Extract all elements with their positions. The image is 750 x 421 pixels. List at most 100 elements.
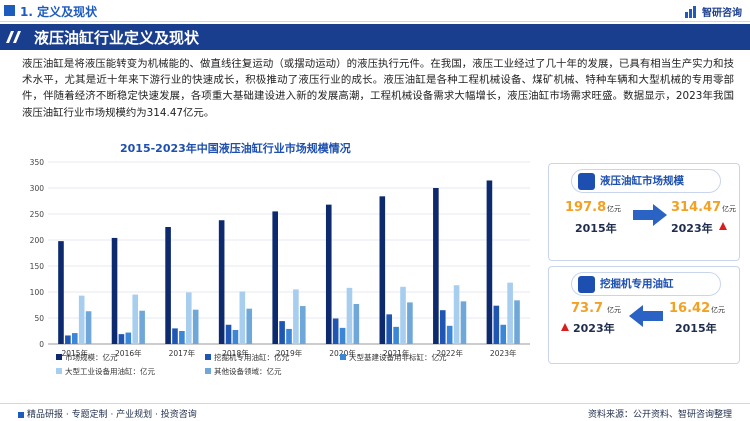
bar xyxy=(246,308,253,344)
legend-label: 市场规模：亿元 xyxy=(65,352,118,362)
y-tick-label: 150 xyxy=(30,262,45,271)
bar-chart-icon xyxy=(578,276,595,293)
to-value: 314.47 xyxy=(671,200,722,215)
x-tick-label: 2021年 xyxy=(383,348,410,358)
x-tick-label: 2015年 xyxy=(61,348,88,358)
arrow-right-icon xyxy=(633,204,667,226)
bar xyxy=(125,332,132,344)
bar xyxy=(272,211,278,344)
legend-swatch xyxy=(56,368,62,374)
to-year: 2015年 xyxy=(675,322,717,335)
intro-paragraph: 液压油缸是将液压能转变为机械能的、做直线往复运动（或摆动运动）的液压执行元件。在… xyxy=(22,58,734,119)
from-unit: 亿元 xyxy=(607,306,621,314)
bar xyxy=(339,327,346,344)
bar xyxy=(239,291,246,344)
section-title: 1. 定义及现状 xyxy=(20,5,98,19)
bar xyxy=(165,227,171,344)
from-unit: 亿元 xyxy=(607,205,621,213)
bar xyxy=(460,301,467,344)
up-arrow-icon xyxy=(561,323,569,331)
bar xyxy=(232,329,239,344)
bar xyxy=(85,311,92,344)
bar xyxy=(514,300,520,344)
legend-label: 挖掘机专用油缸：亿元 xyxy=(214,352,289,362)
bar xyxy=(332,318,339,344)
x-tick-label: 2018年 xyxy=(222,348,249,358)
bar xyxy=(486,180,493,344)
brand-icon xyxy=(685,5,696,18)
bar xyxy=(379,196,386,344)
bar xyxy=(325,204,332,344)
bar xyxy=(346,287,353,344)
bar xyxy=(393,326,399,344)
market-size-card-title: 液压油缸市场规模 xyxy=(571,169,721,193)
to-unit: 亿元 xyxy=(722,205,736,213)
bar xyxy=(507,282,513,344)
chart-icon xyxy=(578,173,595,190)
bar xyxy=(118,334,125,344)
bar xyxy=(172,328,178,344)
bar xyxy=(446,325,453,344)
to-unit: 亿元 xyxy=(711,306,725,314)
x-tick-label: 2019年 xyxy=(276,348,303,358)
y-tick-label: 0 xyxy=(39,340,44,349)
top-divider xyxy=(0,21,750,22)
bar xyxy=(353,303,360,344)
legend-swatch xyxy=(56,354,62,360)
bar xyxy=(218,220,225,344)
bar xyxy=(500,324,507,344)
legend-swatch xyxy=(205,368,211,374)
excavator-cylinder-card: 挖掘机专用油缸 73.7 亿元 2023年 16.42 亿元 2015年 xyxy=(548,266,740,364)
bar xyxy=(71,333,78,344)
x-tick-label: 2017年 xyxy=(169,348,196,358)
bar xyxy=(111,237,118,344)
y-tick-label: 250 xyxy=(30,210,45,219)
bar xyxy=(185,292,192,344)
y-tick-label: 200 xyxy=(30,236,45,245)
bar xyxy=(279,321,285,344)
banner-title: 液压油缸行业定义及现状 xyxy=(34,29,200,47)
market-size-card: 液压油缸市场规模 197.8 亿元 2015年 314.47 亿元 2023年 xyxy=(548,163,740,261)
bar xyxy=(300,306,306,344)
bar xyxy=(293,289,299,344)
y-tick-label: 300 xyxy=(30,184,45,193)
up-arrow-icon xyxy=(719,222,727,230)
y-tick-label: 50 xyxy=(34,314,44,323)
to-value: 16.42 xyxy=(669,301,711,316)
source-note: 资料来源：公开资料、智研咨询整理 xyxy=(587,410,732,420)
excavator-card-title: 挖掘机专用油缸 xyxy=(571,272,721,296)
legend-swatch xyxy=(340,354,346,360)
bar xyxy=(493,305,500,344)
bar xyxy=(65,335,71,344)
legend-label: 大型基建设备用非标缸：亿元 xyxy=(349,352,447,362)
section-marker xyxy=(4,5,15,16)
bar xyxy=(58,241,64,344)
chart-title: 2015-2023年中国液压油缸行业市场规模情况 xyxy=(120,142,351,155)
to-year: 2023年 xyxy=(671,222,713,235)
from-value: 197.8 xyxy=(565,200,607,215)
from-value: 73.7 xyxy=(571,301,604,316)
market-size-chart: 0 50 100 150 200 250 300 350 2015年 2016年 2017年 2018… xyxy=(30,158,530,376)
bar xyxy=(386,314,393,344)
footer-tagline: 精品研报 · 专题定制 · 产业规划 · 投资咨询 xyxy=(18,407,197,420)
x-tick-label: 2020年 xyxy=(329,348,356,358)
footer-marker xyxy=(18,411,24,418)
from-year: 2015年 xyxy=(575,222,617,235)
x-tick-label: 2022年 xyxy=(436,348,463,358)
y-tick-label: 350 xyxy=(30,158,45,167)
brand-name: 智研咨询 xyxy=(702,8,742,19)
bar xyxy=(453,285,460,344)
bar xyxy=(179,331,185,344)
bar xyxy=(139,310,145,344)
x-tick-label: 2023年 xyxy=(490,348,517,358)
bar xyxy=(132,294,139,344)
bar xyxy=(439,310,446,344)
bar xyxy=(192,309,199,344)
legend-label: 大型工业设备用油缸：亿元 xyxy=(65,366,155,376)
footer: 精品研报 · 专题定制 · 产业规划 · 投资咨询 资料来源：公开资料、智研咨询… xyxy=(0,403,750,421)
y-tick-label: 100 xyxy=(30,288,45,297)
legend-swatch xyxy=(205,354,211,360)
bar xyxy=(433,188,439,344)
bar xyxy=(225,324,232,344)
bar xyxy=(407,302,413,344)
